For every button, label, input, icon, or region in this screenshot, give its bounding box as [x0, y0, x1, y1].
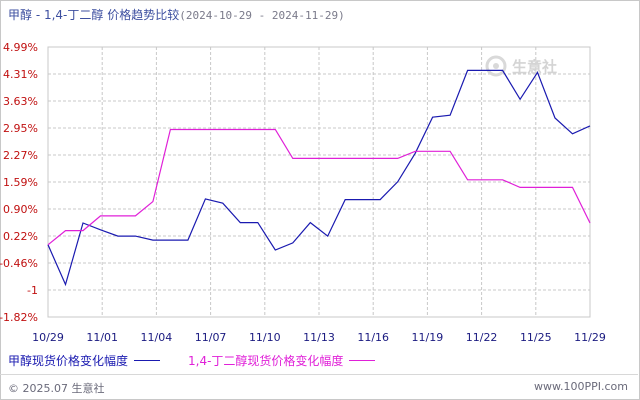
legend-item-series-1: 甲醇现货价格变化幅度: [8, 352, 161, 369]
legend-label-series-1: 甲醇现货价格变化幅度: [8, 354, 129, 368]
chart-grid: [47, 46, 591, 318]
y-tick-label: 0.90%: [3, 203, 38, 216]
chart-title-range: (2024-10-29 - 2024-11-29): [179, 9, 345, 22]
x-tick-label: 11/22: [466, 331, 498, 344]
legend-item-series-2: 1,4-丁二醇现货价格变化幅度: [188, 352, 376, 369]
x-tick-label: 11/13: [303, 331, 335, 344]
y-tick-label: 1.59%: [3, 176, 38, 189]
series-line-1: [47, 69, 591, 287]
legend-swatch-series-2: [349, 360, 376, 361]
footer: © 2025.07 生意社 www.100PPI.com: [0, 374, 638, 399]
legend-swatch-series-1: [134, 360, 161, 361]
watermark-text: 生意社: [512, 58, 557, 76]
chart-legend: 甲醇现货价格变化幅度 1,4-丁二醇现货价格变化幅度: [8, 352, 403, 369]
y-tick-label: 4.99%: [3, 41, 38, 54]
x-tick-label: 11/04: [141, 331, 173, 344]
x-tick-label: 11/16: [357, 331, 389, 344]
x-tick-label: 11/01: [86, 331, 118, 344]
series-lines: [47, 69, 591, 287]
chart-title-main: 甲醇 - 1,4-丁二醇 价格趋势比较: [8, 8, 180, 22]
footer-copyright: © 2025.07 生意社: [8, 382, 105, 395]
legend-label-series-2: 1,4-丁二醇现货价格变化幅度: [188, 354, 344, 368]
chart-title: 甲醇 - 1,4-丁二醇 价格趋势比较(2024-10-29 - 2024-11…: [8, 6, 345, 23]
line-chart: 生意社 4.99% 4.31% 3.63% 2.95% 2.27% 1.59% 0.90% 0…: [0, 41, 606, 344]
y-tick-label: 2.95%: [3, 122, 38, 135]
x-tick-label: 10/29: [32, 331, 64, 344]
y-tick-label: -0.46%: [0, 257, 38, 270]
x-axis-ticks: 10/29 11/01 11/04 11/07 11/10 11/13 11/16 11/19…: [32, 331, 606, 344]
x-tick-label: 11/29: [574, 331, 606, 344]
x-tick-label: 11/10: [249, 331, 281, 344]
x-tick-label: 11/19: [412, 331, 444, 344]
y-tick-label: 0.22%: [3, 230, 38, 243]
series-line-2: [47, 128, 591, 246]
y-tick-label: 4.31%: [3, 68, 38, 81]
x-tick-label: 11/07: [195, 331, 227, 344]
watermark-logo: 生意社: [485, 55, 557, 77]
footer-site-link[interactable]: www.100PPI.com: [534, 380, 628, 393]
y-tick-label: 2.27%: [3, 149, 38, 162]
y-tick-label: 3.63%: [3, 95, 38, 108]
x-tick-label: 11/25: [520, 331, 552, 344]
y-tick-label: -1: [27, 284, 38, 297]
y-axis-ticks: 4.99% 4.31% 3.63% 2.95% 2.27% 1.59% 0.90% 0.22%…: [0, 41, 38, 324]
y-tick-label: -1.82%: [0, 311, 38, 324]
